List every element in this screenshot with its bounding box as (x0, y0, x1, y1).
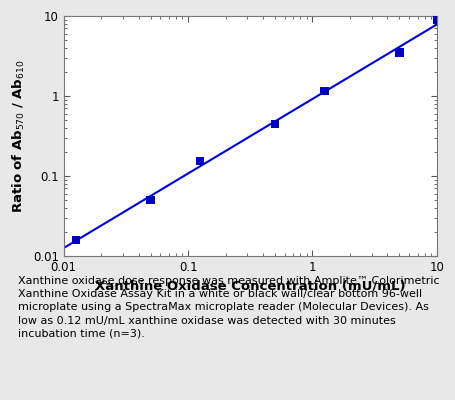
Point (72, 236, 79, 243)
Point (433, 16, 440, 23)
Point (271, 120, 278, 127)
Point (147, 197, 154, 203)
X-axis label: Xanthine Oxidase Concentration (mU/mL): Xanthine Oxidase Concentration (mU/mL) (95, 280, 405, 292)
Point (396, 49, 403, 56)
Point (197, 158, 204, 164)
Y-axis label: Ratio of Ab$_{570}$ / Ab$_{610}$: Ratio of Ab$_{570}$ / Ab$_{610}$ (11, 59, 27, 213)
Point (321, 88, 328, 94)
Text: Xanthine oxidase dose response was measured with Amplite™ Colorimetric
Xanthine : Xanthine oxidase dose response was measu… (18, 276, 440, 339)
